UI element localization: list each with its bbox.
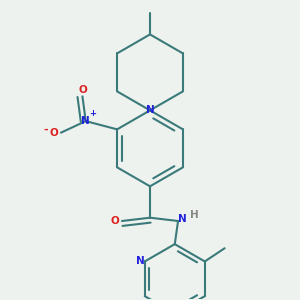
Text: N: N (136, 256, 145, 266)
Text: H: H (190, 210, 198, 220)
Text: N: N (178, 214, 186, 224)
Text: -: - (44, 125, 48, 135)
Text: N: N (81, 116, 90, 126)
Text: +: + (89, 109, 97, 118)
Text: O: O (111, 216, 120, 226)
Text: N: N (146, 105, 154, 116)
Text: O: O (50, 128, 59, 138)
Text: O: O (78, 85, 87, 95)
